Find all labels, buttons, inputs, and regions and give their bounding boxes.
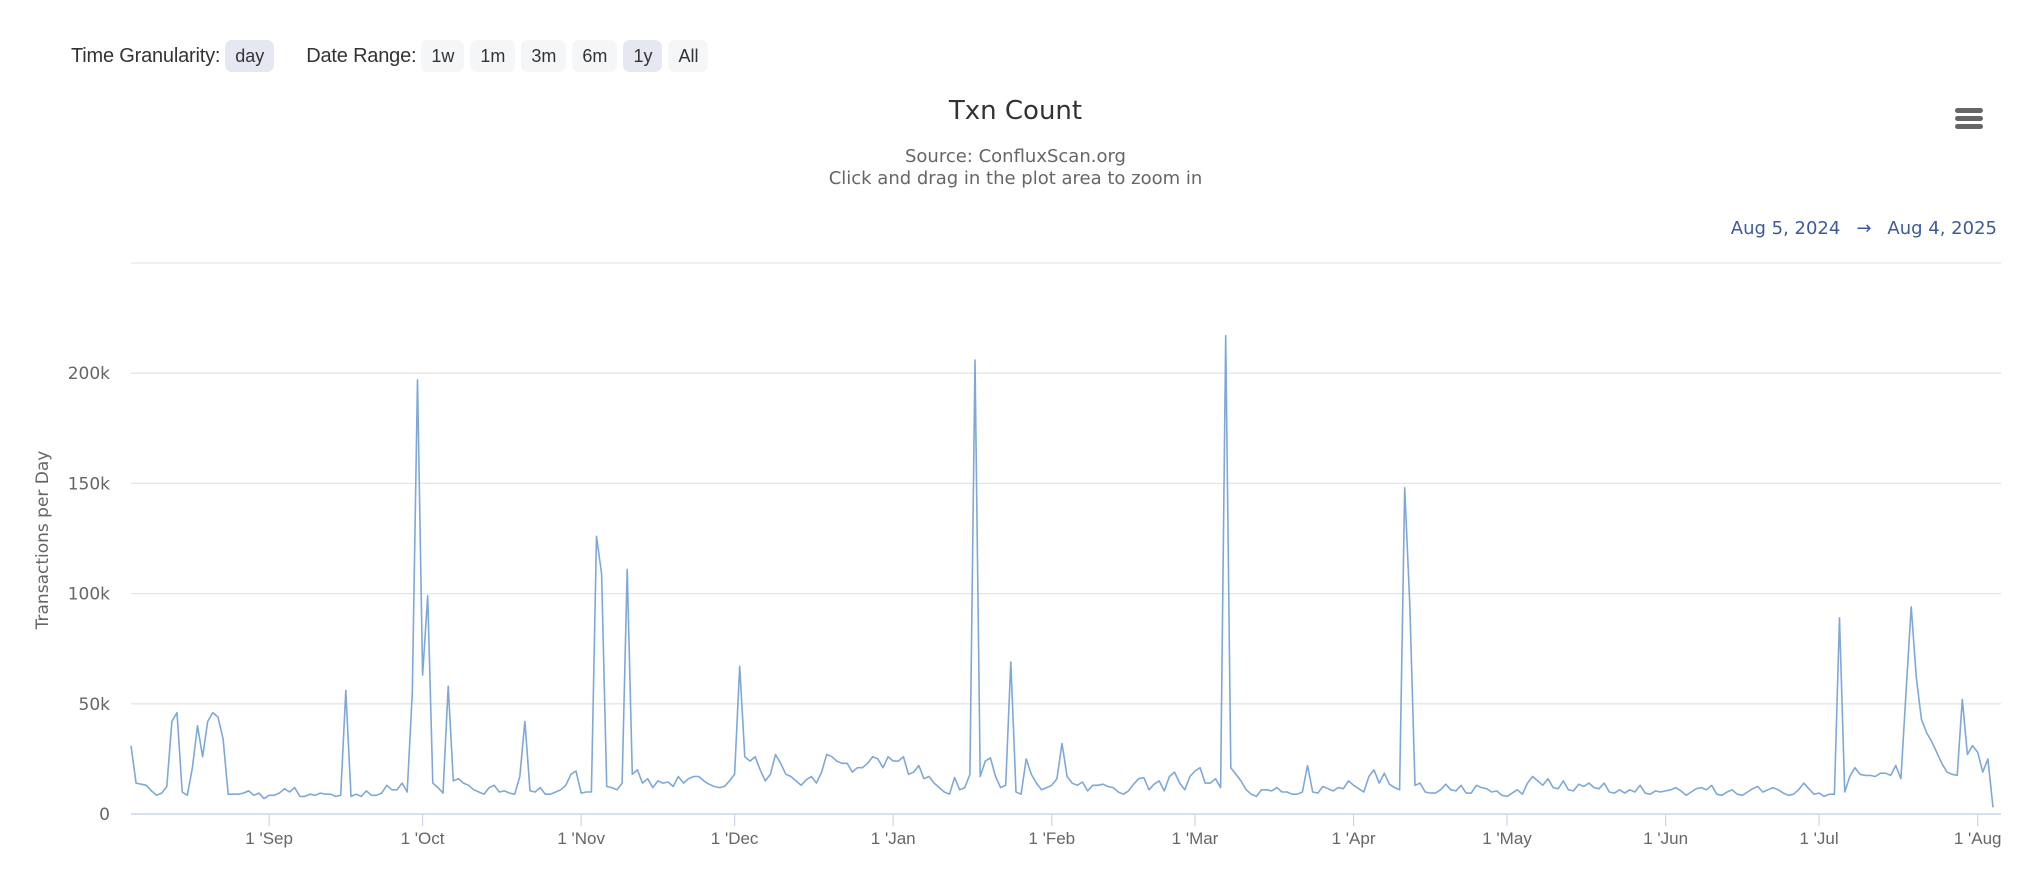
x-axis: 1 'Sep 1 'Oct 1 'Nov 1 'Dec 1 'Jan 1 'Feb 1 'M… xyxy=(131,813,2002,848)
range-6m-button[interactable]: 6m xyxy=(572,40,618,72)
range-1w-button[interactable]: 1w xyxy=(421,40,465,72)
x-tick-label: 1 'Oct xyxy=(401,829,445,848)
y-tick-label: 100k xyxy=(68,585,110,605)
x-tick-label: 1 'May xyxy=(1482,829,1532,848)
range-from[interactable]: Aug 5, 2024 xyxy=(1730,218,1841,239)
time-granularity-label: Time Granularity: xyxy=(71,44,221,67)
x-tick-label: 1 'Jun xyxy=(1643,829,1688,848)
txn-count-series-line[interactable] xyxy=(130,334,1994,808)
range-1m-button[interactable]: 1m xyxy=(470,40,516,72)
chart-title: Txn Count xyxy=(948,96,1083,126)
y-tick-label: 200k xyxy=(68,364,110,384)
chart-subtitle: Source: ConfluxScan.org Click and drag i… xyxy=(0,146,2031,190)
y-tick-label: 150k xyxy=(68,474,110,494)
hamburger-menu-icon[interactable] xyxy=(1955,108,1983,132)
x-tick-label: 1 'Dec xyxy=(711,829,759,848)
chart-zoom-hint: Click and drag in the plot area to zoom … xyxy=(828,168,1203,189)
range-1y-button[interactable]: 1y xyxy=(623,40,663,72)
x-tick-label: 1 'Feb xyxy=(1028,829,1075,848)
x-tick-label: 1 'Apr xyxy=(1332,829,1376,848)
y-gridlines xyxy=(131,262,2001,705)
range-3m-button[interactable]: 3m xyxy=(521,40,567,72)
date-range-display: Aug 5, 2024 → Aug 4, 2025 xyxy=(1731,218,1997,239)
y-axis-title: Transactions per Day xyxy=(33,451,53,631)
range-all-button[interactable]: All xyxy=(668,40,709,72)
x-tick-label: 1 'Sep xyxy=(245,829,293,848)
x-tick-label: 1 'Mar xyxy=(1172,829,1219,848)
x-tick-label: 1 'Nov xyxy=(557,829,605,848)
granularity-day-button[interactable]: day xyxy=(225,40,275,72)
range-to[interactable]: Aug 4, 2025 xyxy=(1887,218,1997,239)
chart-source: Source: ConfluxScan.org xyxy=(904,146,1126,167)
y-tick-label: 0 xyxy=(99,805,110,825)
controls-bar: Time Granularity: day Date Range: 1w 1m … xyxy=(71,40,714,72)
y-tick-label: 50k xyxy=(79,695,111,715)
x-tick-label: 1 'Jan xyxy=(871,829,916,848)
x-tick-label: 1 'Jul xyxy=(1799,829,1838,848)
range-arrow-icon: → xyxy=(1856,218,1872,239)
date-range-label: Date Range: xyxy=(306,44,417,67)
y-axis-labels: 0 50k 100k 150k 200k xyxy=(68,364,110,825)
x-tick-label: 1 'Aug xyxy=(1954,829,2002,848)
